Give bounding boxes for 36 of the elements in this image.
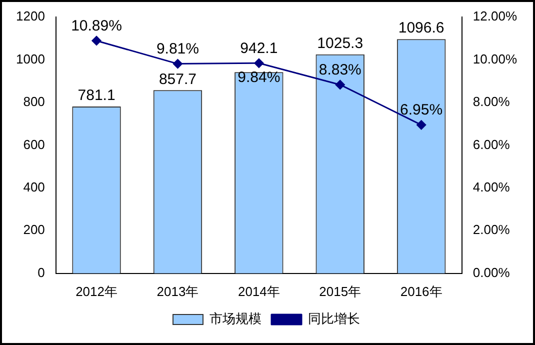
y2-tick-label: 6.00% bbox=[472, 136, 510, 152]
data-label: 10.89% bbox=[71, 17, 122, 34]
y-tick-label: 200 bbox=[23, 222, 45, 238]
x-tick-label: 2016年 bbox=[400, 284, 442, 299]
point bbox=[92, 36, 102, 46]
y-tick-label: 600 bbox=[23, 136, 45, 152]
x-tick-label: 2014年 bbox=[238, 284, 280, 299]
y-tick-label: 800 bbox=[23, 94, 45, 110]
data-label: 9.84% bbox=[238, 68, 280, 86]
point bbox=[172, 59, 182, 69]
data-label: 1096.6 bbox=[398, 20, 444, 37]
y2-tick-label: 10.00% bbox=[472, 51, 518, 66]
y2-tick-label: 4.00% bbox=[472, 180, 510, 195]
data-label: 6.95% bbox=[400, 102, 443, 119]
y-tick-label: 1000 bbox=[16, 51, 45, 66]
data-label: 781.1 bbox=[78, 87, 116, 104]
data-label: 857.7 bbox=[158, 70, 196, 88]
x-tick-label: 2015年 bbox=[319, 284, 362, 299]
data-label: 9.81% bbox=[156, 40, 199, 58]
data-label: 942.1 bbox=[240, 40, 278, 57]
legend-label: 市场规模 bbox=[210, 311, 262, 326]
x-tick-label: 2012年 bbox=[76, 284, 118, 299]
point bbox=[416, 120, 426, 130]
y-tick-label: 400 bbox=[23, 180, 45, 195]
legend-label: 同比增长 bbox=[308, 311, 360, 326]
point bbox=[254, 58, 264, 68]
data-label: 8.83% bbox=[318, 61, 362, 78]
x-tick-label: 2013年 bbox=[156, 284, 199, 299]
y2-tick-label: 0.00% bbox=[472, 264, 510, 280]
y-tick-label: 1200 bbox=[16, 8, 45, 24]
y-tick-label: 0 bbox=[38, 264, 45, 280]
y2-tick-label: 2.00% bbox=[472, 222, 510, 238]
y2-tick-label: 12.00% bbox=[472, 8, 518, 24]
y2-tick-label: 8.00% bbox=[472, 94, 510, 110]
point bbox=[335, 80, 345, 90]
data-label: 1025.3 bbox=[317, 34, 364, 52]
